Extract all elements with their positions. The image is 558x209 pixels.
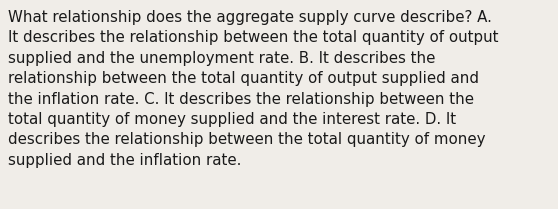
Text: What relationship does the aggregate supply curve describe? A.
It describes the : What relationship does the aggregate sup…: [8, 10, 498, 168]
